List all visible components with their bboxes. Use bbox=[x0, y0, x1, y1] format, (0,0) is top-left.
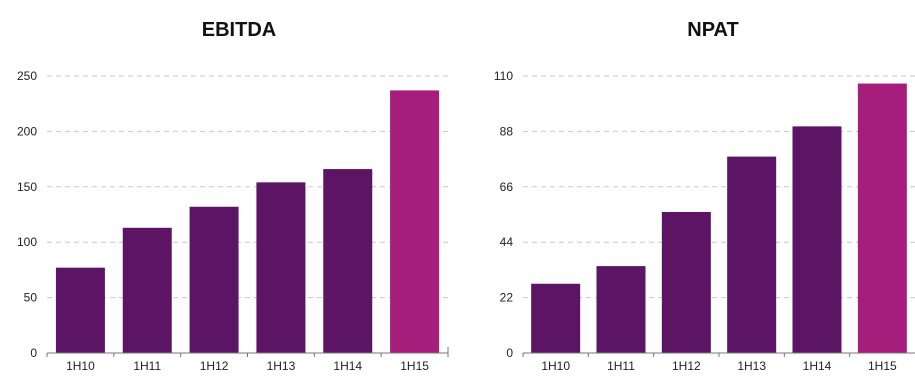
x-tick-label: 1H10 bbox=[66, 359, 95, 371]
y-tick-label: 110 bbox=[494, 69, 513, 83]
x-tick-label: 1H11 bbox=[133, 359, 161, 371]
y-tick-label: 0 bbox=[506, 346, 513, 360]
y-tick-label: 250 bbox=[17, 69, 37, 83]
bar-1h10 bbox=[55, 267, 105, 353]
bar-1h11 bbox=[122, 227, 172, 353]
x-tick-label: 1H12 bbox=[672, 359, 701, 371]
y-tick-label: 66 bbox=[500, 180, 514, 194]
chart-ebitda: EBITDA 0 50 100 150 200 250 1H10 1H11 1H12 1H13 1H1… bbox=[17, 19, 449, 373]
x-tick-label: 1H14 bbox=[803, 359, 832, 371]
x-tick-label: 1H14 bbox=[333, 359, 362, 371]
bar-1h15 bbox=[857, 83, 907, 354]
bar-1h14 bbox=[792, 126, 842, 353]
bar-1h12 bbox=[661, 211, 711, 353]
y-tick-label: 50 bbox=[24, 291, 38, 305]
y-tick-label: 100 bbox=[17, 235, 37, 249]
chart-title: EBITDA bbox=[202, 19, 276, 41]
y-tick-label: 88 bbox=[500, 124, 514, 138]
bar-1h10 bbox=[531, 283, 581, 353]
chart-npat: NPAT 0 22 44 66 88 110 1H10 1H11 1H12 1H13 1H14 1H15 bbox=[494, 19, 915, 373]
x-tick-label: 1H12 bbox=[200, 359, 229, 371]
x-tick-label: 1H10 bbox=[541, 359, 570, 371]
bar-1h15 bbox=[390, 90, 440, 354]
y-tick-label: 0 bbox=[30, 346, 37, 360]
bar-1h13 bbox=[727, 156, 777, 353]
x-tick-label: 1H15 bbox=[868, 359, 897, 371]
bar-1h12 bbox=[189, 206, 239, 353]
y-tick-label: 150 bbox=[17, 180, 37, 194]
bar-1h13 bbox=[256, 182, 306, 353]
bar-1h14 bbox=[323, 169, 373, 353]
x-tick-label: 1H15 bbox=[400, 359, 429, 371]
y-tick-label: 200 bbox=[17, 124, 37, 138]
y-tick-label: 44 bbox=[500, 235, 514, 249]
x-tick-label: 1H13 bbox=[737, 359, 766, 371]
x-tick-label: 1H11 bbox=[607, 359, 635, 371]
chart-title: NPAT bbox=[687, 19, 738, 41]
x-tick-label: 1H13 bbox=[267, 359, 296, 371]
bar-1h11 bbox=[596, 266, 646, 353]
y-tick-label: 22 bbox=[500, 291, 514, 305]
